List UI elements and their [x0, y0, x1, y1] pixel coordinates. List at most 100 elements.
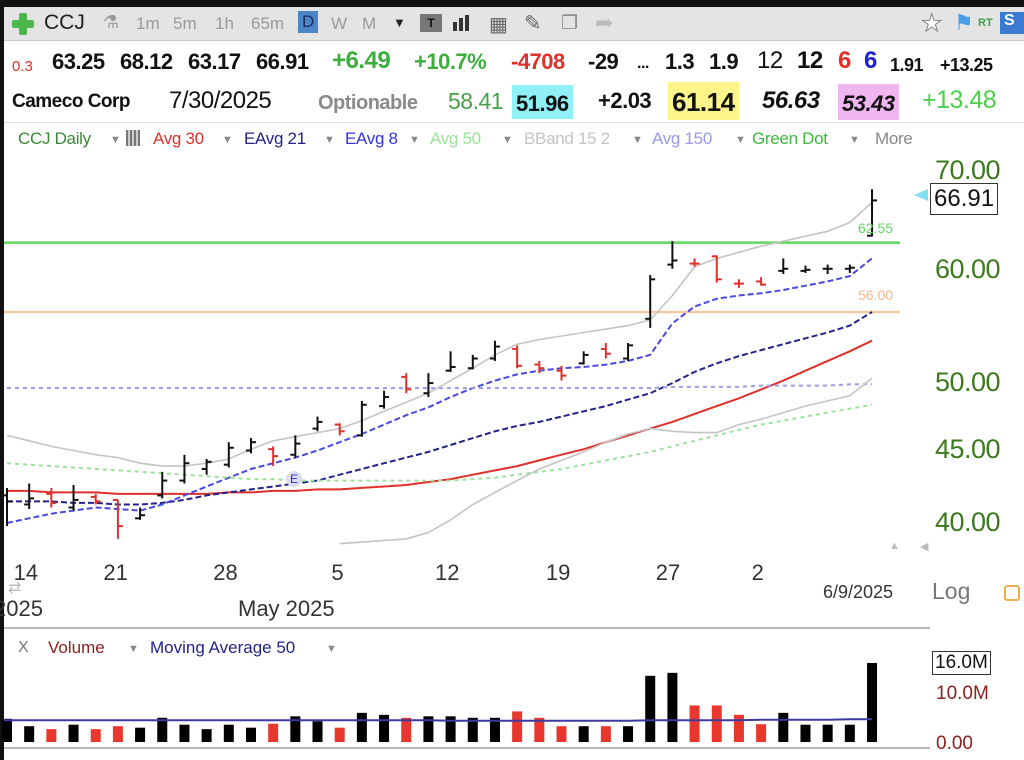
rt-label[interactable]: RT: [978, 17, 993, 29]
x-tick-label: 28: [213, 560, 238, 585]
info-value-5: 56.63: [762, 87, 820, 114]
log-scale-toggle[interactable]: Log: [932, 578, 971, 604]
price-bar: [179, 454, 190, 484]
price-bar: [800, 265, 811, 273]
earnings-marker[interactable]: E: [286, 471, 303, 487]
volume-bar: [290, 716, 301, 742]
volume-tick-0: 0.00: [936, 733, 973, 754]
price-bar: [356, 400, 367, 437]
chart-name[interactable]: CCJ Daily: [18, 129, 91, 148]
legend-eavg-21[interactable]: EAvg 21: [244, 129, 306, 148]
volume-bar: [600, 726, 611, 742]
chevron-down-icon[interactable]: ▼: [735, 134, 746, 146]
plus-icon[interactable]: [12, 13, 34, 35]
info-value-7: +13.48: [922, 86, 997, 114]
interval-1m[interactable]: 1m: [136, 14, 160, 33]
price-bar: [379, 390, 390, 409]
volume-bar: [689, 705, 700, 742]
volume-ma-line: [3, 718, 872, 722]
grid-icon[interactable]: [126, 130, 140, 146]
chevron-down-icon[interactable]: ▼: [110, 134, 121, 146]
legend-avg-50[interactable]: Avg 50: [430, 129, 481, 148]
legend-green-dot[interactable]: Green Dot: [752, 129, 828, 148]
volume-bar: [800, 724, 811, 742]
price-bar: [290, 435, 301, 458]
info-value-2: 51.96: [512, 85, 573, 119]
quote-small-value: 0.3: [12, 58, 33, 75]
chevron-down-icon[interactable]: ▼: [632, 134, 643, 146]
quote-value-7: 6: [838, 47, 851, 74]
chevron-down-icon[interactable]: ▼: [502, 134, 513, 146]
low-value: 63.17: [188, 49, 241, 74]
cursor-date: 6/9/2025: [823, 582, 894, 602]
chevron-down-icon[interactable]: ▼: [222, 134, 233, 146]
chevron-down-icon[interactable]: ▼: [849, 134, 860, 146]
toolbar: [4, 7, 1024, 41]
info-value-4: 61.14: [668, 82, 739, 120]
scroll-up-icon[interactable]: ▲: [889, 540, 900, 552]
info-value-1: 58.41: [448, 88, 504, 114]
price-bar: [201, 458, 212, 475]
close-volume-button[interactable]: X: [18, 639, 29, 656]
stamp-icon[interactable]: ⚗: [103, 12, 120, 32]
indicator-line: [7, 383, 872, 390]
chevron-down-icon[interactable]: ▼: [324, 134, 335, 146]
quote-value-8: 6: [864, 47, 877, 74]
volume-label[interactable]: Volume: [48, 638, 105, 657]
lock-icon[interactable]: [1004, 585, 1020, 601]
price-bar: [512, 345, 523, 369]
panel-divider[interactable]: [4, 627, 930, 629]
volume-bar: [534, 717, 545, 742]
optionable-label: Optionable: [318, 92, 418, 114]
volume-ma-label[interactable]: Moving Average 50: [150, 638, 296, 657]
legend-avg-30[interactable]: Avg 30: [153, 129, 204, 148]
legend-avg-150[interactable]: Avg 150: [652, 129, 712, 148]
s-button[interactable]: S: [1000, 12, 1024, 34]
volume-bar: [778, 712, 789, 742]
last-price-marker-icon: [914, 189, 928, 201]
price-bar: [112, 498, 123, 539]
flag-icon[interactable]: ⚑: [954, 10, 974, 35]
share-icon[interactable]: ➦: [595, 10, 614, 35]
star-icon[interactable]: ★: [921, 10, 943, 38]
quote-value-10: +13.25: [940, 55, 993, 75]
company-name: Cameco Corp: [12, 91, 131, 112]
price-tick-60: 60.00: [935, 254, 1001, 284]
pencil-icon[interactable]: ✎: [524, 12, 542, 35]
interval-1h[interactable]: 1h: [215, 14, 234, 33]
scroll-left-icon[interactable]: ◀: [920, 541, 929, 553]
volume-bar: [334, 727, 345, 742]
calendar-add-icon[interactable]: ▦: [489, 14, 508, 36]
symbol-input[interactable]: CCJ: [44, 11, 85, 34]
price-bar: [90, 493, 101, 505]
quote-date: 7/30/2025: [169, 87, 272, 114]
interval-5m[interactable]: 5m: [173, 14, 197, 33]
indicator-line: [7, 311, 873, 506]
text-tool-icon[interactable]: T: [420, 14, 442, 32]
chevron-down-icon[interactable]: ▼: [409, 134, 420, 146]
interval-65m[interactable]: 65m: [251, 14, 285, 33]
indicator-line: [6, 403, 873, 482]
copy-icon[interactable]: ❐: [561, 13, 579, 34]
volume-bar: [822, 724, 833, 742]
period-monthly[interactable]: M: [362, 14, 377, 33]
scroll-arrows-icon[interactable]: ⇄: [8, 580, 22, 597]
price-bar: [844, 264, 855, 273]
chevron-down-icon[interactable]: ▼: [128, 643, 139, 655]
price-bar: [68, 484, 79, 511]
bar-style-icon[interactable]: [453, 15, 473, 31]
x-tick-label: 5: [331, 560, 344, 585]
dropdown-icon[interactable]: ▼: [393, 15, 406, 30]
quote-value-6: 12: [797, 47, 823, 74]
close-value: 66.91: [256, 49, 309, 74]
period-weekly[interactable]: W: [331, 14, 348, 33]
legend-eavg-8[interactable]: EAvg 8: [345, 129, 398, 148]
price-bar: [245, 438, 256, 454]
price-bar: [223, 442, 234, 468]
legend-bband[interactable]: BBand 15 2: [524, 129, 610, 148]
change-pct-value: +10.7%: [414, 49, 487, 74]
more-button[interactable]: More: [875, 129, 913, 148]
chevron-down-icon[interactable]: ▼: [326, 643, 337, 655]
period-daily[interactable]: D: [298, 11, 319, 33]
